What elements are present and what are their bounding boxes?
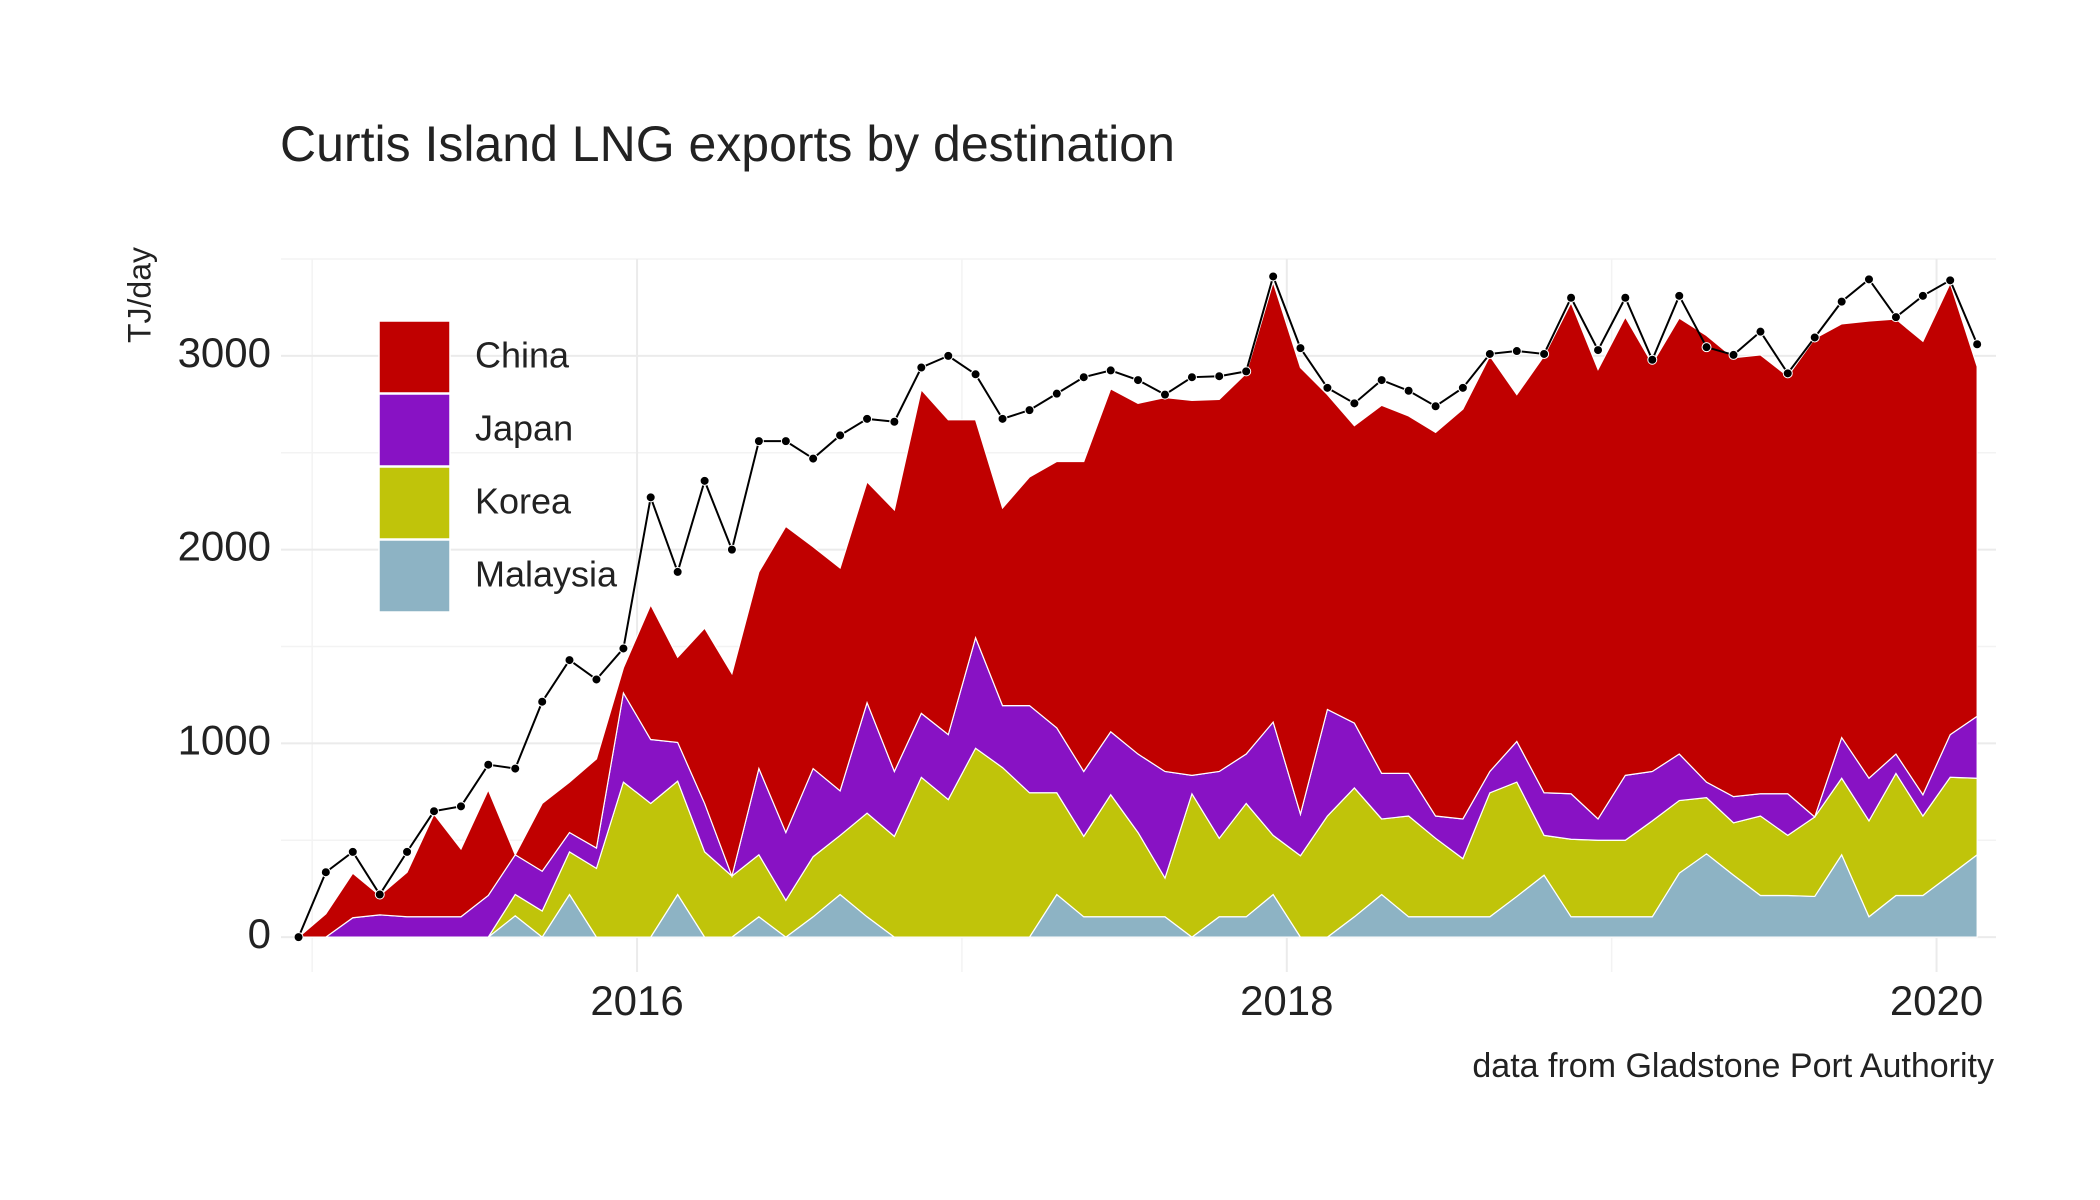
total-point	[726, 544, 737, 555]
total-point	[320, 867, 331, 878]
total-point	[1566, 292, 1577, 303]
y-tick-label: 0	[248, 910, 271, 957]
total-point	[1701, 342, 1712, 353]
total-point	[862, 413, 873, 424]
total-point	[1268, 271, 1279, 282]
total-point	[1159, 389, 1170, 400]
area	[296, 280, 1978, 938]
total-point	[1078, 372, 1089, 383]
total-point	[835, 430, 846, 441]
total-point	[1972, 339, 1983, 350]
areas	[296, 280, 1978, 939]
total-point	[1241, 366, 1252, 377]
total-point	[1403, 385, 1414, 396]
total-point	[970, 369, 981, 380]
total-point	[1322, 382, 1333, 393]
total-point	[997, 413, 1008, 424]
total-point	[1457, 382, 1468, 393]
total-point	[1024, 405, 1035, 416]
chart-title: Curtis Island LNG exports by destination	[280, 116, 1175, 172]
total-point	[1917, 290, 1928, 301]
total-point	[943, 350, 954, 361]
total-point	[510, 763, 521, 774]
total-point	[1484, 348, 1495, 359]
total-point	[1295, 343, 1306, 354]
total-point	[1186, 372, 1197, 383]
total-point	[672, 566, 683, 577]
total-point	[1539, 348, 1550, 359]
total-point	[1511, 346, 1522, 357]
total-point	[429, 806, 440, 817]
x-tick-label: 2018	[1240, 977, 1333, 1024]
x-tick-label: 2020	[1890, 977, 1983, 1024]
total-point	[699, 475, 710, 486]
y-tick-label: 3000	[178, 329, 271, 376]
total-point	[483, 759, 494, 770]
legend-swatch	[378, 466, 451, 540]
total-point	[1593, 345, 1604, 356]
legend-label: Japan	[475, 408, 573, 449]
y-tick-label: 1000	[178, 716, 271, 763]
total-point	[591, 674, 602, 685]
legend-swatch	[378, 320, 451, 394]
legend: China Japan Korea Malaysia	[378, 320, 618, 613]
total-point	[1051, 388, 1062, 399]
total-point	[753, 436, 764, 447]
total-line	[293, 271, 1983, 943]
total-point	[1890, 312, 1901, 323]
total-point	[618, 643, 629, 654]
total-point	[1647, 354, 1658, 365]
legend-label: Korea	[475, 481, 572, 522]
total-point	[1620, 292, 1631, 303]
total-point	[808, 453, 819, 464]
total-point	[1863, 274, 1874, 285]
total-point	[402, 846, 413, 857]
total-point	[1755, 326, 1766, 337]
total-point	[1782, 368, 1793, 379]
caption: data from Gladstone Port Authority	[1472, 1047, 1994, 1085]
total-point	[889, 416, 900, 427]
legend-swatch	[378, 393, 451, 467]
total-point	[1214, 371, 1225, 382]
total-point	[780, 436, 791, 447]
y-axis-label: TJ/day	[121, 247, 157, 343]
total-point	[1674, 290, 1685, 301]
total-point	[1376, 375, 1387, 386]
legend-label: Malaysia	[475, 554, 618, 595]
total-point	[537, 696, 548, 707]
total-point	[1430, 401, 1441, 412]
total-point	[564, 655, 575, 666]
total-point	[1349, 398, 1360, 409]
total-point	[1945, 275, 1956, 286]
total-point	[645, 492, 656, 503]
total-point	[1836, 296, 1847, 307]
total-point	[1133, 375, 1144, 386]
total-point	[1105, 365, 1116, 376]
total-point	[374, 889, 385, 900]
total-point	[455, 801, 466, 812]
legend-swatch	[378, 539, 451, 613]
total-point	[347, 846, 358, 857]
legend-label: China	[475, 335, 570, 376]
y-tick-label: 2000	[178, 523, 271, 570]
total-point	[1728, 349, 1739, 360]
total-point	[916, 362, 927, 373]
total-point	[293, 932, 304, 943]
x-tick-label: 2016	[590, 977, 683, 1024]
total-point	[1809, 332, 1820, 343]
